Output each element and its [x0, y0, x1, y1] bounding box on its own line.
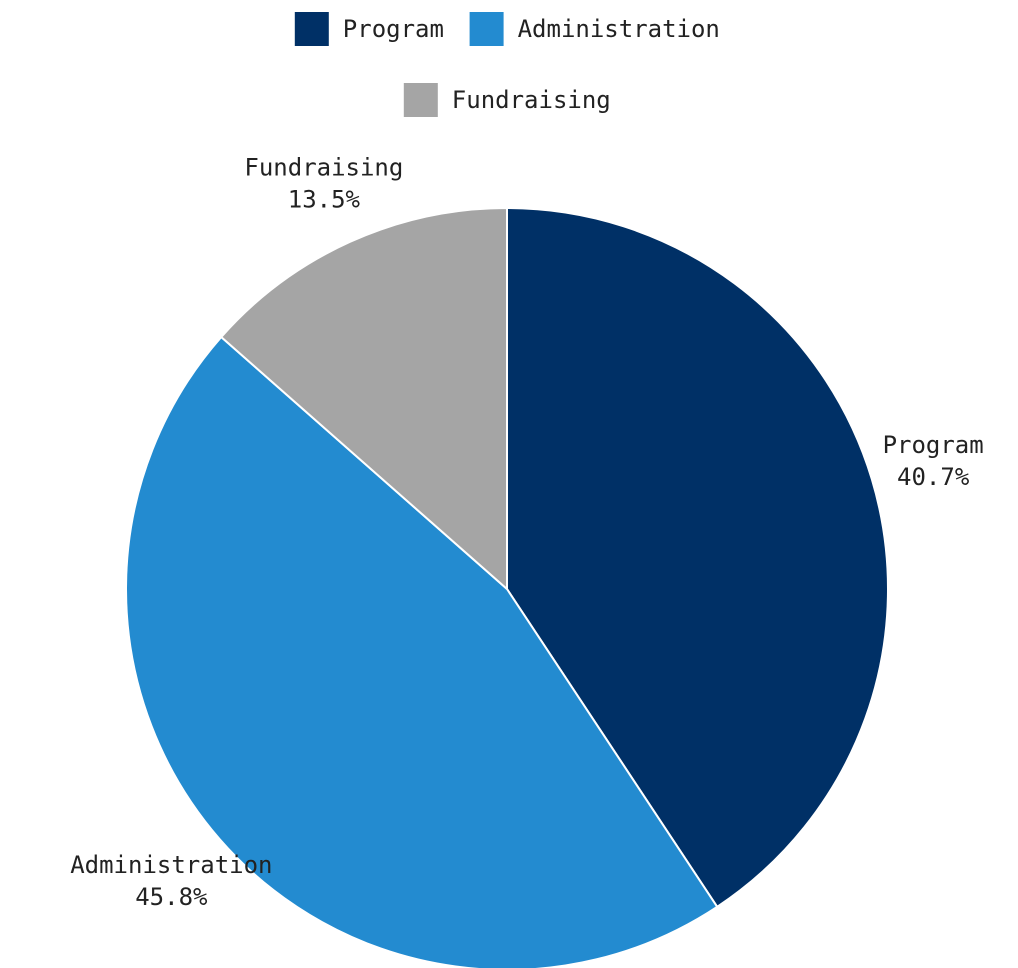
slice-label-name-program: Program: [883, 431, 984, 459]
slice-label-name-fundraising: Fundraising: [244, 153, 403, 181]
pie-slices: [125, 206, 889, 968]
legend-label-fundraising: Fundraising: [452, 86, 611, 114]
legend-label-administration: Administration: [518, 15, 720, 43]
pie-slice-administration: [125, 335, 719, 968]
legend-swatch-administration: [469, 12, 504, 46]
slice-label-value-program: 40.7%: [897, 463, 970, 491]
slice-labels: Program 40.7% Administration 45.8% Fundraisi…: [70, 153, 984, 911]
legend-label-program: Program: [343, 15, 444, 43]
legend-swatch-program: [294, 12, 329, 46]
slice-label-value-administration: 45.8%: [135, 883, 208, 911]
legend-item-fundraising: Fundraising: [403, 83, 611, 117]
slice-label-name-administration: Administration: [70, 851, 272, 879]
legend-item-administration: Administration: [469, 12, 720, 46]
legend: Program Administration Fundraising: [294, 12, 720, 117]
pie-slice-fundraising: [219, 206, 508, 592]
legend-swatch-fundraising: [403, 83, 438, 117]
slice-label-value-fundraising: 13.5%: [288, 185, 361, 213]
legend-item-program: Program: [294, 12, 444, 46]
